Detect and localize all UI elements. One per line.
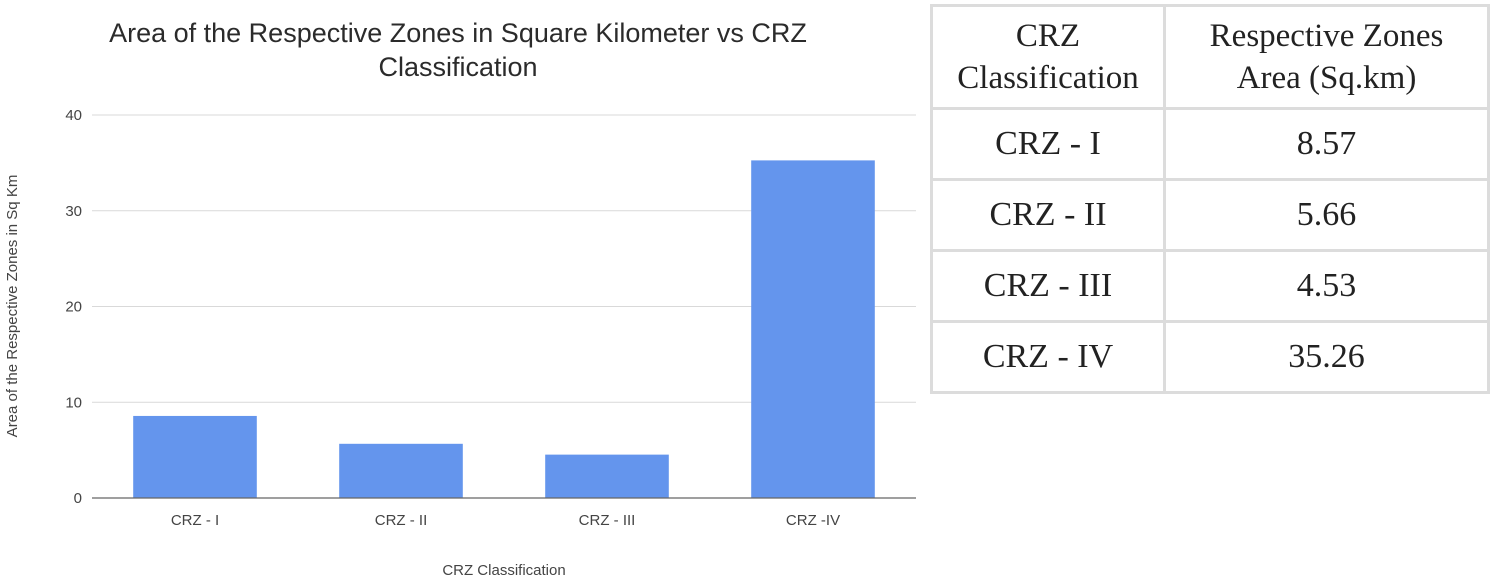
cell-area: 5.66	[1163, 178, 1490, 252]
bar	[545, 454, 669, 498]
cell-area: 8.57	[1163, 107, 1490, 181]
y-tick-label: 10	[65, 394, 82, 411]
y-axis-label: Area of the Respective Zones in Sq Km	[4, 175, 21, 438]
y-tick-label: 30	[65, 203, 82, 220]
zone-area-table: CRZ Classification Respective Zones Area…	[930, 4, 1490, 394]
x-tick-label: CRZ - II	[375, 512, 428, 529]
table-row: CRZ - IV 35.26	[930, 320, 1490, 394]
cell-classification: CRZ - III	[930, 249, 1166, 323]
header-line: Area (Sq.km)	[1236, 60, 1417, 96]
x-axis-label: CRZ Classification	[442, 562, 565, 579]
x-tick-label: CRZ - III	[579, 512, 636, 529]
header-line: Respective Zones	[1209, 18, 1444, 54]
bar-chart: Area of the Respective Zones in Square K…	[4, 18, 916, 579]
bars	[133, 160, 875, 498]
bar	[751, 160, 875, 498]
chart-title-line-2: Classification	[378, 52, 537, 82]
table-header-row: CRZ Classification Respective Zones Area…	[930, 4, 1490, 110]
header-zone-area: Respective Zones Area (Sq.km)	[1163, 4, 1490, 110]
header-crz-classification: CRZ Classification	[930, 4, 1166, 110]
header-line: CRZ	[1015, 18, 1081, 54]
cell-classification: CRZ - I	[930, 107, 1166, 181]
bar	[339, 443, 463, 498]
chart-title-line-1: Area of the Respective Zones in Square K…	[109, 18, 807, 48]
y-tick-label: 40	[65, 107, 82, 124]
cell-classification: CRZ - II	[930, 178, 1166, 252]
table-row: CRZ - II 5.66	[930, 178, 1490, 252]
cell-area: 4.53	[1163, 249, 1490, 323]
y-tick-label: 0	[74, 490, 82, 507]
x-tick-label: CRZ - I	[171, 512, 219, 529]
cell-classification: CRZ - IV	[930, 320, 1166, 394]
y-axis-ticks: 0 10 20 30 40	[65, 107, 82, 507]
table-row: CRZ - III 4.53	[930, 249, 1490, 323]
header-line: Classification	[957, 60, 1139, 96]
cell-area: 35.26	[1163, 320, 1490, 394]
x-axis-ticks: CRZ - I CRZ - II CRZ - III CRZ -IV	[171, 512, 840, 529]
table-row: CRZ - I 8.57	[930, 107, 1490, 181]
bar	[133, 415, 257, 498]
x-tick-label: CRZ -IV	[786, 512, 840, 529]
y-tick-label: 20	[65, 299, 82, 316]
